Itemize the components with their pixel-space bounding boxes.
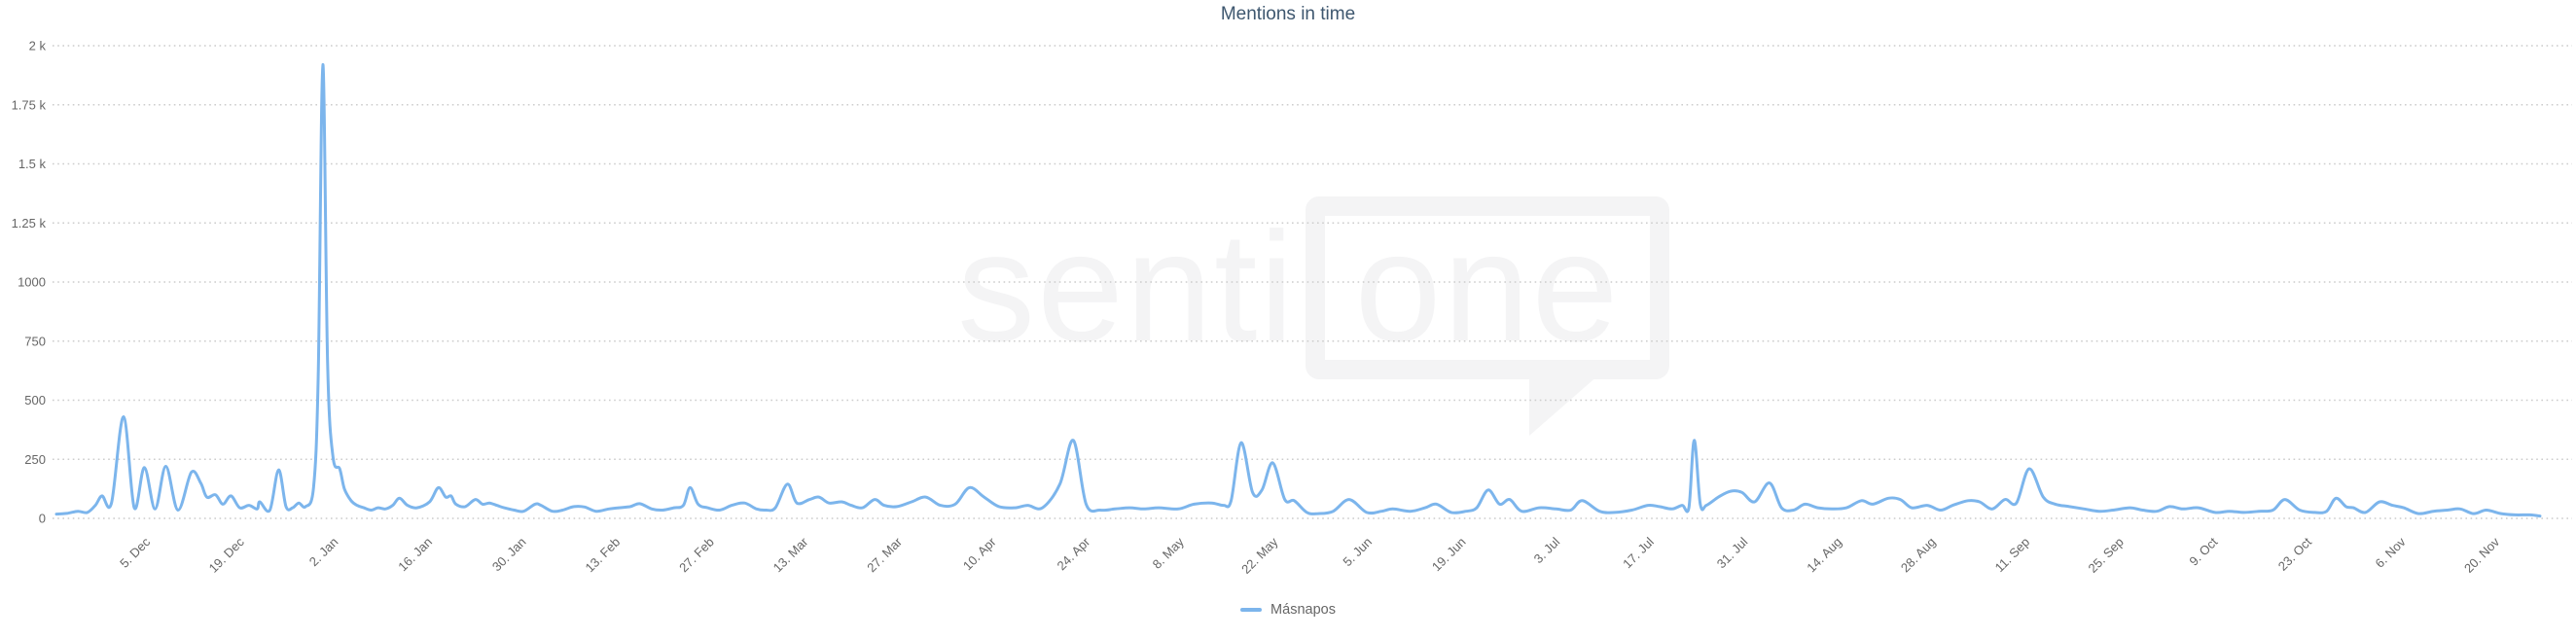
y-gridlines — [53, 45, 2572, 519]
x-axis-label: 8. May — [1150, 534, 1188, 572]
x-axis-label: 9. Oct — [2186, 534, 2220, 568]
x-axis-label: 16. Jan — [395, 535, 435, 575]
series-line-masnapos[interactable] — [54, 62, 2542, 518]
y-axis-labels: 0 250 500 750 1000 1.25 k 1.5 k 1.75 k 2 k — [12, 39, 47, 526]
x-axis-label: 31. Jul — [1714, 534, 1751, 571]
y-axis-label: 0 — [39, 512, 46, 526]
x-axis-label: 17. Jul — [1620, 534, 1657, 571]
y-axis-label: 2 k — [29, 39, 47, 53]
x-axis-label: 20. Nov — [2461, 534, 2503, 576]
x-axis-label: 3. Jul — [1531, 534, 1563, 566]
y-axis-label: 1.75 k — [12, 97, 47, 112]
watermark-speech-bubble — [1306, 196, 1669, 379]
y-axis-label: 500 — [24, 393, 46, 408]
y-axis-label: 750 — [24, 334, 46, 348]
y-axis-label: 1.25 k — [12, 216, 47, 230]
chart-title: Mentions in time — [1220, 4, 1356, 24]
y-axis-label: 250 — [24, 452, 46, 467]
watermark-senti-text: senti — [957, 199, 1296, 373]
x-axis-label: 13. Mar — [770, 534, 811, 575]
legend: Másnapos — [0, 602, 2576, 618]
x-axis-label: 10. Apr — [960, 534, 999, 573]
x-axis-label: 14. Aug — [1804, 535, 1844, 576]
x-axis-label: 5. Jun — [1340, 535, 1375, 570]
y-axis-label: 1.5 k — [18, 157, 47, 171]
x-axis-label: 5. Dec — [117, 534, 154, 571]
x-axis-label: 25. Sep — [2086, 535, 2127, 576]
x-axis-label: 27. Feb — [676, 535, 717, 576]
x-axis-label: 24. Apr — [1055, 534, 1093, 573]
x-axis-label: 19. Jun — [1429, 535, 1469, 575]
legend-label: Másnapos — [1270, 602, 1336, 618]
x-axis-label: 2. Jan — [306, 535, 341, 570]
y-axis-label: 1000 — [18, 275, 46, 290]
x-axis-label: 27. Mar — [864, 534, 905, 575]
x-axis-label: 19. Dec — [206, 534, 248, 576]
x-axis-label: 23. Oct — [2275, 534, 2315, 574]
legend-line-marker-icon — [1240, 608, 1263, 612]
x-axis-label: 11. Sep — [1992, 535, 2033, 576]
x-axis-label: 22. May — [1238, 534, 1281, 577]
legend-item-masnapos[interactable]: Másnapos — [1240, 602, 1336, 618]
x-axis-labels: 5. Dec 19. Dec 2. Jan 16. Jan 30. Jan 13. Feb… — [117, 534, 2503, 577]
x-axis-label: 6. Nov — [2372, 534, 2409, 571]
x-axis-label: 28. Aug — [1898, 535, 1939, 576]
watermark-one-text: one — [1355, 199, 1621, 373]
watermark-bubble-tail-icon — [1529, 368, 1607, 436]
x-axis-label: 30. Jan — [489, 535, 529, 575]
x-axis-label: 13. Feb — [582, 535, 623, 576]
sentione-watermark: senti one — [957, 196, 1669, 436]
